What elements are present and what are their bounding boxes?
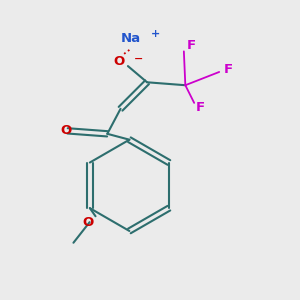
Text: Na: Na xyxy=(121,32,141,45)
Text: O: O xyxy=(61,124,72,137)
Text: +: + xyxy=(151,29,160,39)
Text: O: O xyxy=(113,55,125,68)
Text: −: − xyxy=(134,54,143,64)
Text: F: F xyxy=(187,39,196,52)
Text: O: O xyxy=(82,216,94,229)
Text: F: F xyxy=(196,101,205,114)
Text: F: F xyxy=(224,62,232,76)
